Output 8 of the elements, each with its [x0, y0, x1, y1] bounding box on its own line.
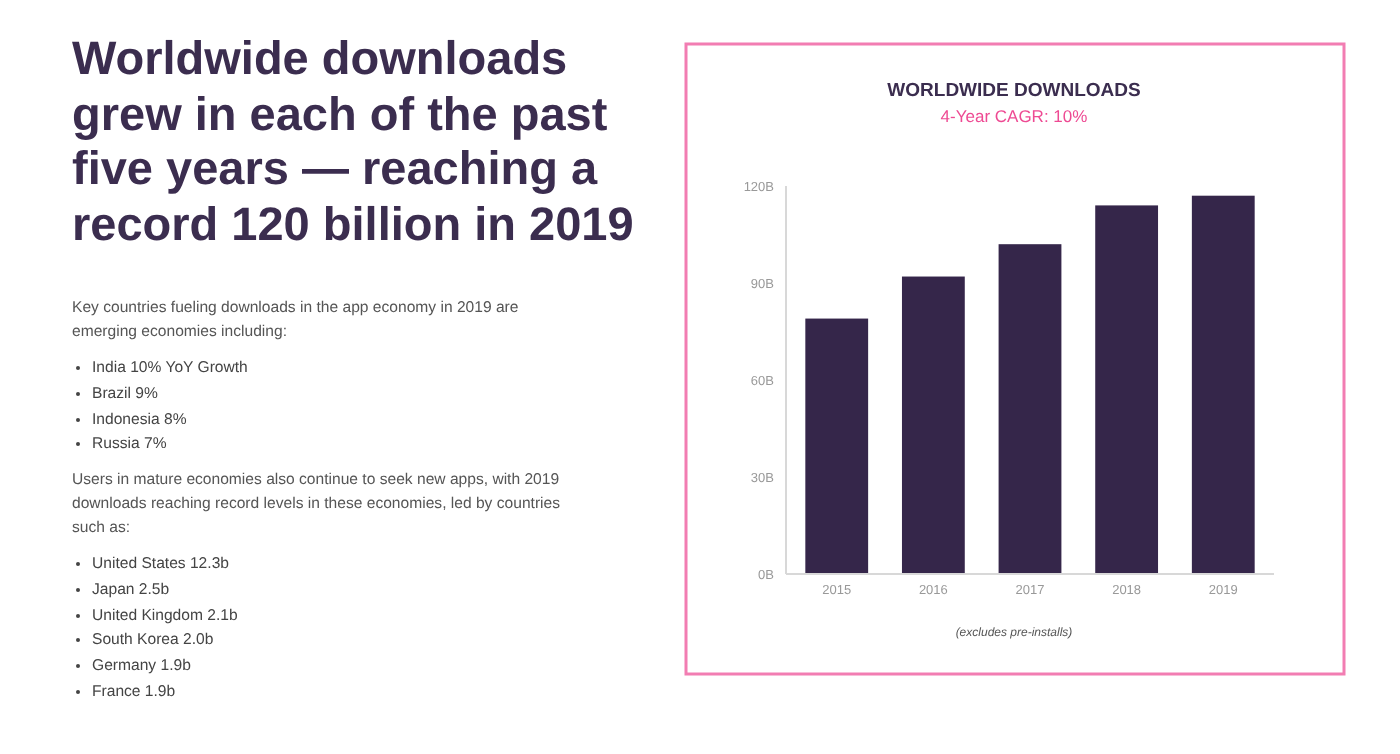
- bar: [805, 318, 869, 574]
- bar: [998, 244, 1062, 574]
- chart-title: WORLDWIDE DOWNLOADS: [887, 80, 1141, 102]
- bar: [1191, 195, 1255, 574]
- chart-subtitle: 4-Year CAGR: 10%: [940, 106, 1089, 126]
- text: Worldwide downloads grew in each of the past five years — reaching a record 120 billion in 2019: [72, 32, 636, 252]
- bar: [901, 276, 965, 574]
- bar: [1095, 205, 1159, 574]
